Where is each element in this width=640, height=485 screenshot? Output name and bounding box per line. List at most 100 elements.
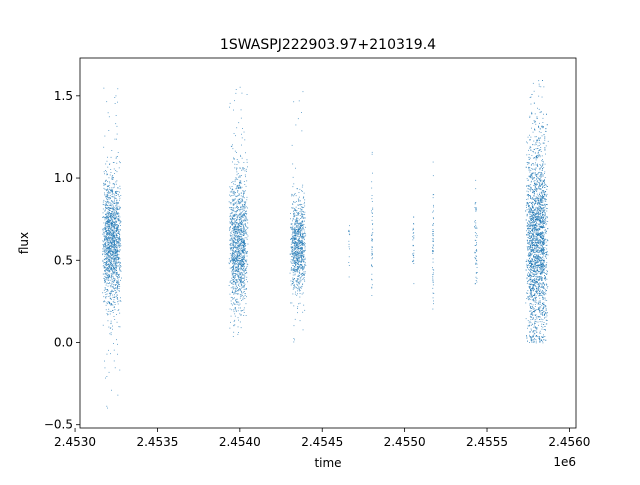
data-point: [232, 219, 234, 220]
data-point: [117, 310, 119, 311]
data-point: [293, 279, 295, 281]
data-point: [240, 243, 242, 245]
data-point: [112, 242, 114, 243]
data-point: [109, 210, 111, 211]
data-point: [109, 221, 110, 223]
data-point: [531, 264, 533, 265]
data-point: [530, 240, 532, 241]
data-point: [293, 229, 295, 230]
data-point: [113, 222, 115, 223]
data-point: [107, 223, 109, 224]
data-point: [109, 292, 111, 294]
data-point: [108, 260, 110, 262]
data-point: [432, 235, 434, 236]
data-point: [106, 296, 108, 298]
data-point: [236, 205, 238, 207]
data-point: [244, 249, 246, 251]
data-point: [298, 258, 300, 260]
data-point: [475, 188, 477, 190]
data-point: [293, 248, 295, 250]
data-point: [371, 210, 372, 212]
data-point: [106, 232, 107, 234]
data-point: [246, 213, 248, 214]
data-point: [231, 272, 233, 274]
data-point: [371, 258, 373, 260]
data-point: [114, 247, 116, 249]
data-point: [103, 182, 105, 184]
data-point: [112, 214, 114, 215]
data-point: [109, 234, 111, 236]
data-point: [110, 254, 112, 256]
data-point: [113, 267, 114, 269]
data-point: [238, 255, 240, 257]
data-point: [234, 280, 236, 282]
data-point: [301, 112, 302, 113]
data-point: [292, 230, 294, 232]
data-point: [241, 229, 243, 231]
data-point: [118, 281, 120, 283]
data-point: [372, 246, 373, 248]
data-point: [239, 256, 241, 257]
data-point: [475, 235, 477, 237]
data-point: [116, 241, 118, 243]
data-point: [241, 186, 243, 188]
data-point: [236, 164, 238, 165]
data-point: [528, 202, 530, 203]
data-point: [295, 235, 297, 236]
data-point: [112, 209, 114, 211]
data-point: [104, 216, 105, 218]
data-point: [117, 232, 119, 234]
data-point: [114, 221, 115, 223]
data-point: [298, 236, 300, 238]
data-point: [533, 151, 534, 153]
data-point: [112, 310, 113, 311]
data-point: [294, 273, 296, 275]
data-point: [540, 173, 542, 175]
data-point: [113, 244, 115, 246]
data-point: [544, 247, 546, 249]
data-point: [118, 245, 120, 247]
data-point: [294, 209, 296, 211]
data-point: [109, 333, 111, 335]
data-point: [240, 215, 242, 217]
data-point: [117, 202, 119, 203]
data-point: [110, 216, 111, 217]
data-point: [108, 269, 110, 271]
data-point: [234, 252, 235, 254]
data-point: [293, 213, 294, 214]
data-point: [103, 222, 105, 224]
data-point: [113, 265, 115, 267]
data-point: [103, 246, 105, 247]
data-point: [237, 225, 239, 227]
data-point: [243, 204, 245, 205]
data-point: [474, 203, 476, 205]
data-point: [116, 125, 118, 127]
data-point: [108, 246, 110, 247]
data-point: [245, 220, 247, 222]
data-point: [109, 241, 111, 243]
data-point: [111, 220, 113, 221]
data-point: [114, 211, 115, 213]
data-point: [110, 213, 112, 215]
data-point: [293, 236, 295, 238]
data-point: [372, 172, 373, 174]
data-point: [529, 239, 531, 241]
data-point: [233, 203, 235, 205]
data-point: [112, 224, 114, 226]
data-point: [233, 228, 235, 229]
data-point: [413, 216, 415, 218]
data-point: [236, 215, 238, 217]
data-point: [110, 320, 112, 322]
data-point: [432, 217, 434, 219]
data-point: [102, 254, 103, 256]
data-point: [118, 290, 120, 291]
data-point: [115, 238, 117, 240]
data-point: [237, 245, 239, 246]
data-point: [108, 301, 110, 303]
data-point: [108, 274, 110, 275]
data-point: [104, 254, 106, 256]
data-point: [102, 248, 104, 250]
data-point: [232, 254, 234, 256]
data-point: [238, 224, 240, 226]
data-point: [229, 253, 231, 255]
